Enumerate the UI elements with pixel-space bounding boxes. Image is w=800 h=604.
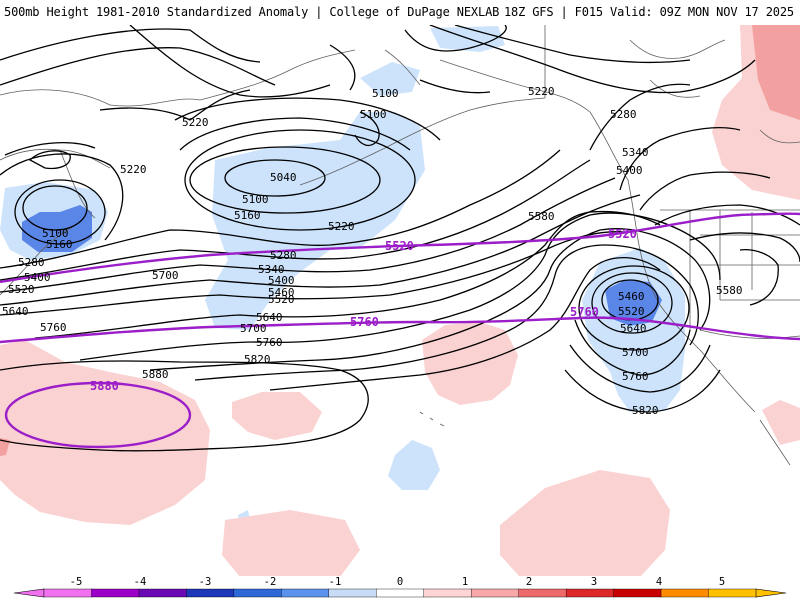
colorbar-segment <box>565 588 615 598</box>
coastlines <box>0 25 800 466</box>
contour-label: 5160 <box>46 238 73 251</box>
height-contours <box>0 25 800 452</box>
contour-label: 5280 <box>610 108 637 121</box>
anomaly-shading <box>0 25 800 577</box>
contour-label: 5580 <box>716 284 743 297</box>
height-labels: 5100 5100 5220 5220 5040 5100 5160 5220 … <box>2 85 743 417</box>
colorbar-segments <box>13 588 787 598</box>
contour-label: 5760 <box>40 321 67 334</box>
contour-label: 5880 <box>142 368 169 381</box>
contour-label: 5700 <box>622 346 649 359</box>
contour-label: 5520 <box>8 283 35 296</box>
colorbar-tick: -4 <box>134 576 147 588</box>
pos-anomaly-south-central <box>222 510 360 577</box>
contour-label: 5580 <box>528 210 555 223</box>
colorbar-tick: 3 <box>591 576 597 588</box>
pos-anomaly-west-edge <box>0 438 10 456</box>
map-title: 500mb Height 1981-2010 Standardized Anom… <box>4 5 500 19</box>
colorbar-segment <box>708 588 757 598</box>
colorbar-segment <box>328 588 377 598</box>
climo-5880-loop <box>4 381 192 449</box>
contour-label: 5160 <box>234 209 261 222</box>
neg-anomaly-hawaii <box>388 440 440 490</box>
colorbar-segment <box>281 588 330 598</box>
contour-label: 5100 <box>360 108 387 121</box>
contour-label: 5220 <box>120 163 147 176</box>
contour-label: 5220 <box>182 116 209 129</box>
colorbar-segment <box>613 588 662 598</box>
climo-label-5760: 5760 <box>570 305 599 319</box>
contour-label: 5700 <box>240 322 267 335</box>
colorbar-segment <box>186 588 235 598</box>
colorbar-segment <box>660 588 710 598</box>
contour-label: 5280 <box>270 249 297 262</box>
contour-label: 5760 <box>256 336 283 349</box>
contour-label: 5820 <box>632 404 659 417</box>
contour-label: 5280 <box>18 256 45 269</box>
contour-label: 5340 <box>622 146 649 159</box>
colorbar-tick: 4 <box>656 576 662 588</box>
model-valid-time: 18Z GFS | F015 Valid: 09Z MON NOV 17 202… <box>503 5 794 19</box>
colorbar-tick: 1 <box>462 576 468 588</box>
colorbar-arrow-left <box>13 588 45 598</box>
climo-label-5520: 5520 <box>608 227 637 241</box>
climo-label-5880: 5880 <box>90 379 119 393</box>
pos-anomaly-hudson-core <box>752 25 800 120</box>
weather-map: 5100 5100 5220 5220 5040 5100 5160 5220 … <box>0 25 800 577</box>
climo-5520-line <box>0 212 800 284</box>
neg-anomaly-westcoast-core <box>605 280 662 326</box>
contour-label: 5640 <box>2 305 29 318</box>
colorbar-segment <box>376 588 425 598</box>
colorbar-tick: 0 <box>397 576 403 588</box>
contour-label: 5100 <box>372 87 399 100</box>
contour-label: 5400 <box>616 164 643 177</box>
colorbar-segment <box>471 588 520 598</box>
contour-label: 5640 <box>256 311 283 324</box>
colorbar-arrow-right <box>755 588 787 598</box>
pos-anomaly-baja <box>762 400 800 445</box>
contour-label: 5460 <box>618 290 645 303</box>
neg-anomaly-bering <box>205 112 425 330</box>
contour-label: 5820 <box>244 353 271 366</box>
colorbar-segment <box>138 588 188 598</box>
colorbar-tick-labels: -5 -4 -3 -2 -1 0 1 2 3 4 5 <box>70 576 725 588</box>
contour-label: 5460 <box>268 286 295 299</box>
contour-label: 5340 <box>258 263 285 276</box>
contour-label: 5520 <box>618 305 645 318</box>
contour-label: 5100 <box>242 193 269 206</box>
pos-anomaly-central <box>232 392 322 440</box>
contour-label: 5400 <box>24 271 51 284</box>
neg-anomaly-bering-north <box>360 62 420 96</box>
colorbar-segment <box>233 588 283 598</box>
colorbar-segment <box>91 588 140 598</box>
climo-label-5520: 5520 <box>385 239 414 253</box>
colorbar-tick: 5 <box>719 576 725 588</box>
contour-label: 5220 <box>528 85 555 98</box>
colorbar-segment <box>518 588 567 598</box>
contour-label: 5040 <box>270 171 297 184</box>
climatology-lines <box>0 212 800 449</box>
climatology-labels: 5520 5520 5760 5760 5880 <box>90 227 637 393</box>
colorbar-segment <box>423 588 472 598</box>
contour-label: 5100 <box>42 227 69 240</box>
climo-label-5760: 5760 <box>350 315 379 329</box>
header-bar: 500mb Height 1981-2010 Standardized Anom… <box>0 0 800 26</box>
contour-label: 5640 <box>620 322 647 335</box>
colorbar-segment <box>43 588 93 598</box>
colorbar-tick: 2 <box>526 576 532 588</box>
contour-label: 5700 <box>152 269 179 282</box>
pos-anomaly-midpac <box>422 322 518 405</box>
colorbar-tick: -1 <box>329 576 342 588</box>
contour-label: 5400 <box>268 274 295 287</box>
colorbar-tick: -2 <box>264 576 277 588</box>
neg-anomaly-gulf-alaska <box>430 26 505 52</box>
pos-anomaly-southeast <box>500 470 670 577</box>
contour-label: 5760 <box>622 370 649 383</box>
anomaly-colorbar: -5 -4 -3 -2 -1 0 1 2 3 4 5 <box>0 576 800 600</box>
colorbar-tick: -5 <box>70 576 83 588</box>
contour-label: 5520 <box>268 293 295 306</box>
contour-label: 5220 <box>328 220 355 233</box>
climo-5760-line <box>0 316 800 344</box>
colorbar-tick: -3 <box>199 576 212 588</box>
